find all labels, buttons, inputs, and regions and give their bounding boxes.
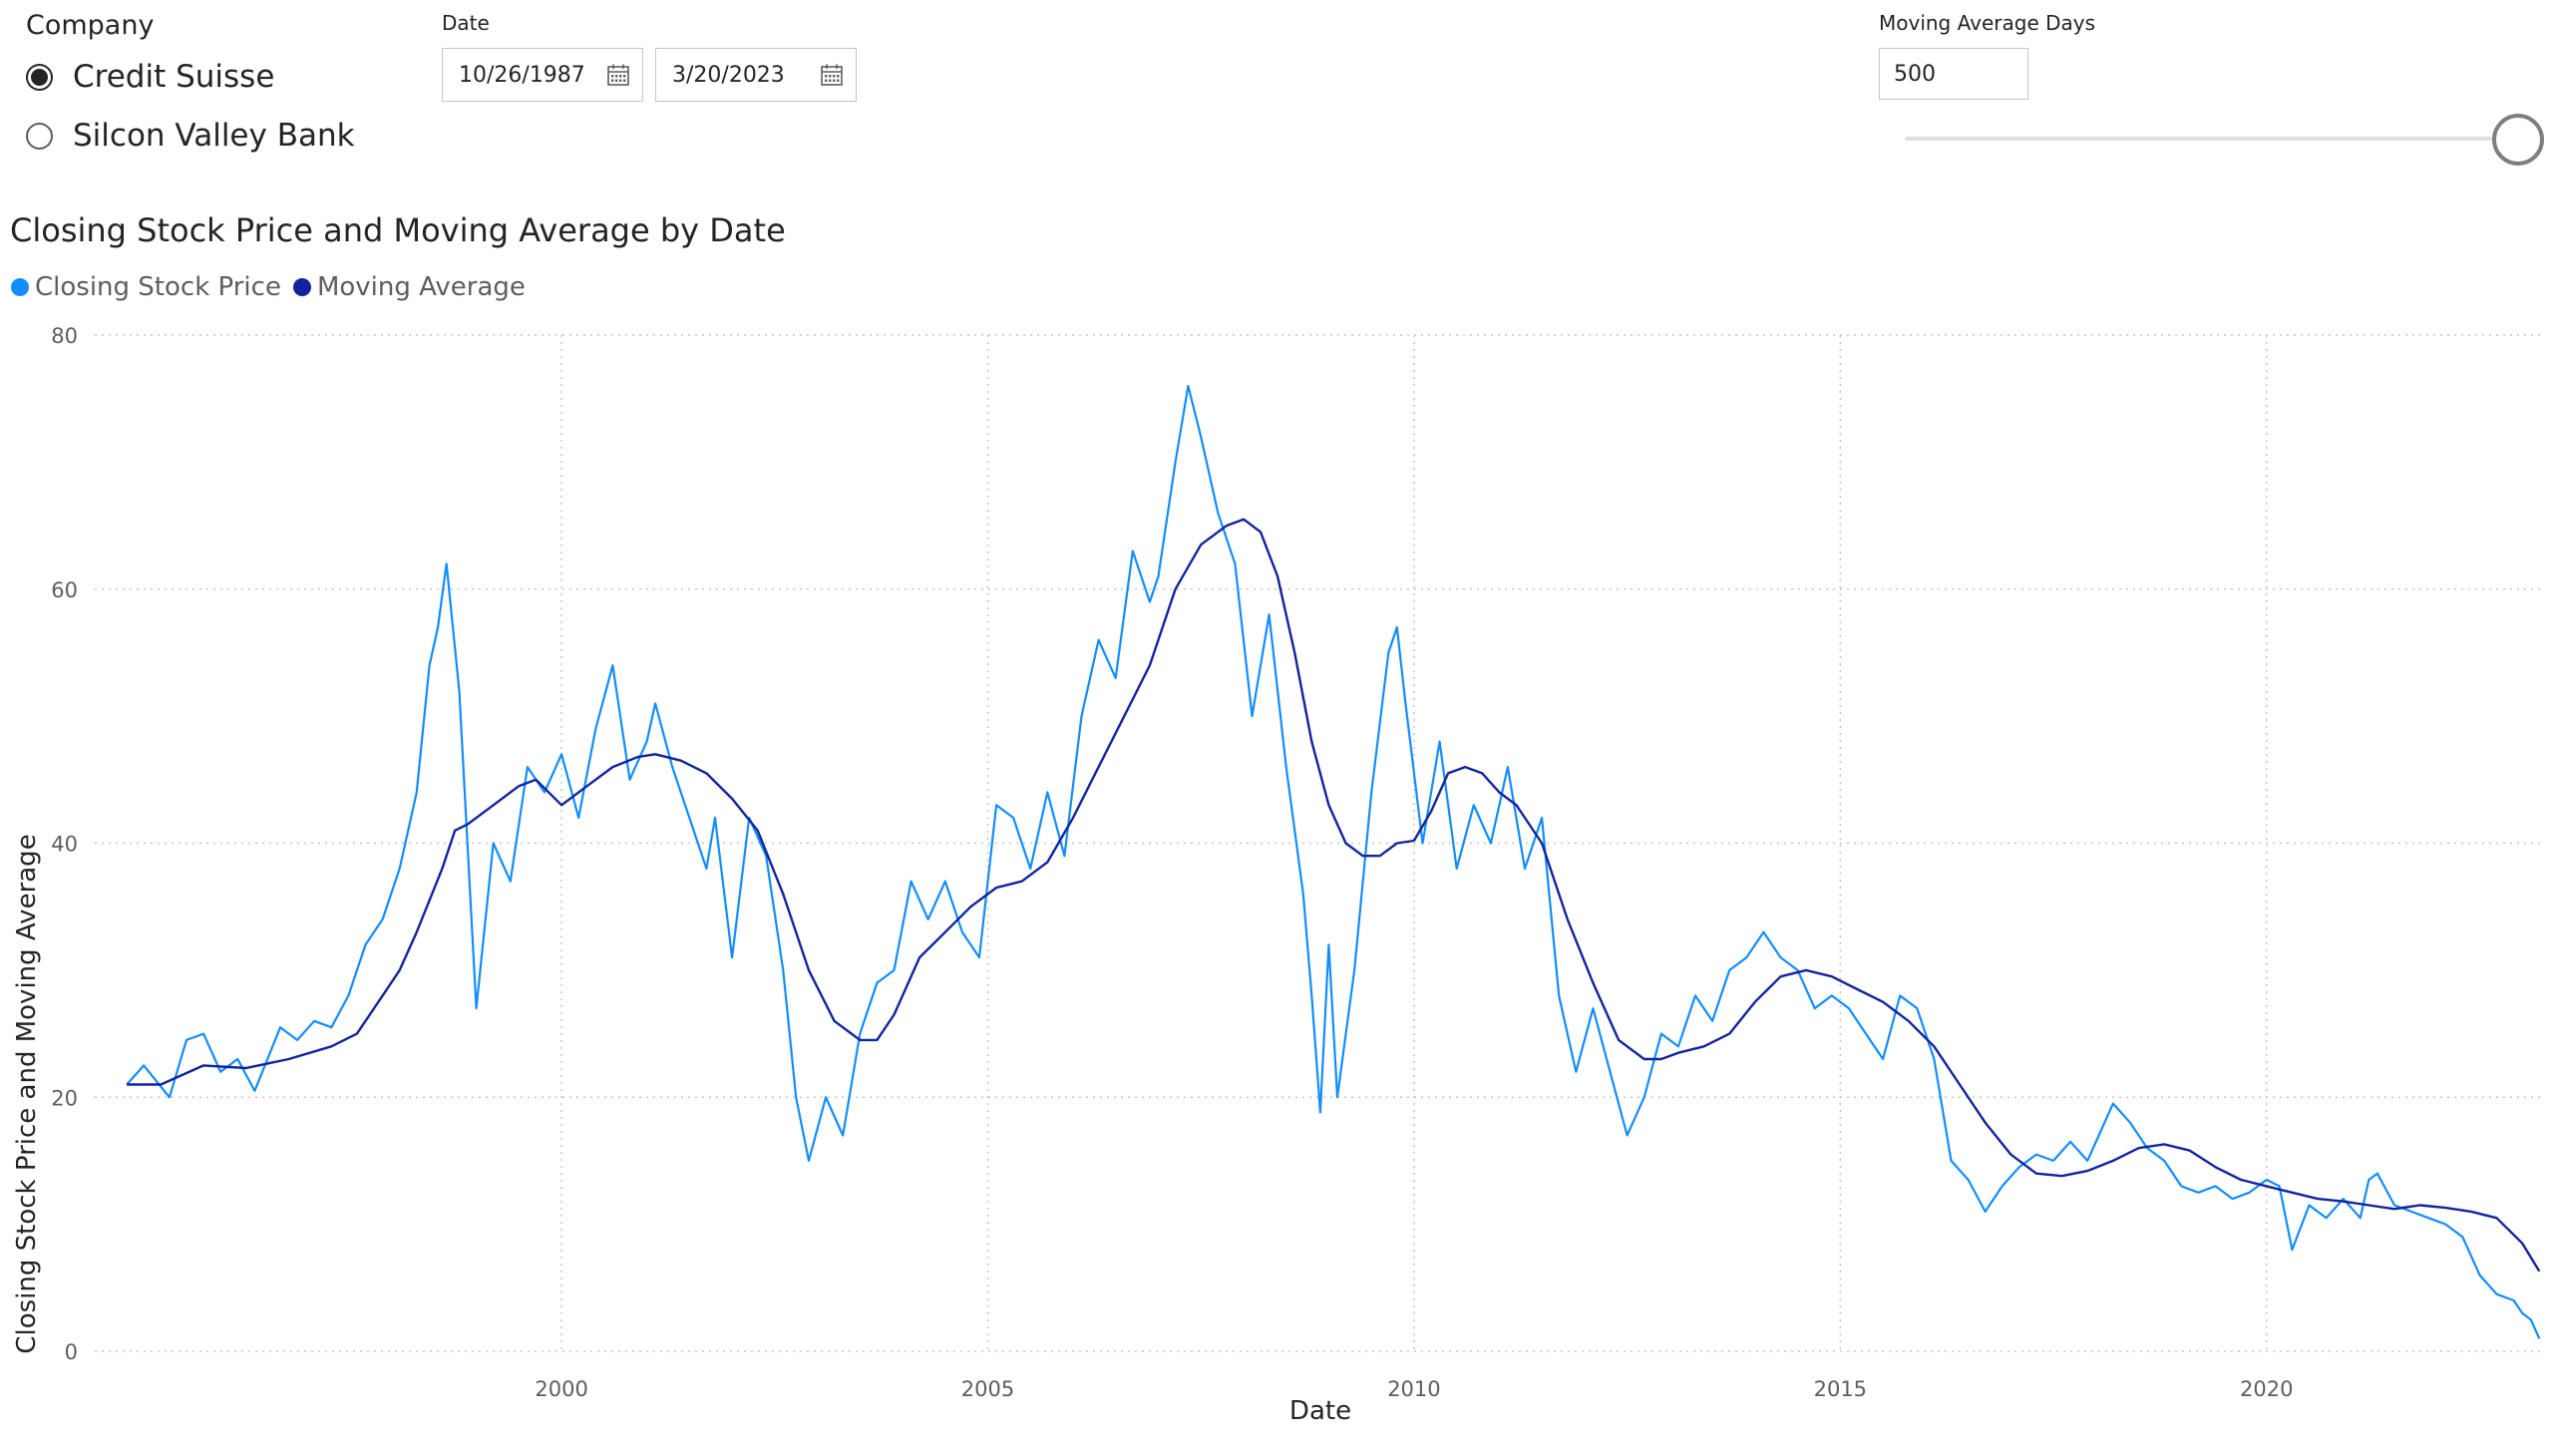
company-option-label: Credit Suisse	[73, 59, 275, 95]
x-tick-label: 2020	[2240, 1377, 2293, 1401]
chart-title: Closing Stock Price and Moving Average b…	[10, 211, 786, 249]
moving-average-slider-handle[interactable]	[2492, 114, 2544, 166]
x-tick-label: 2010	[1387, 1377, 1440, 1401]
x-tick-label: 2000	[535, 1377, 587, 1401]
x-axis-label: Date	[1289, 1396, 1351, 1426]
start-date-field[interactable]: 10/26/1987	[442, 48, 643, 102]
moving-average-slicer-title: Moving Average Days	[1879, 11, 2096, 35]
y-tick-label: 60	[51, 578, 78, 602]
moving-average-days-input[interactable]	[1879, 48, 2028, 100]
legend-item-closing-price[interactable]: Closing Stock Price	[11, 272, 281, 302]
company-slicer-title: Company	[26, 10, 155, 41]
end-date-field[interactable]: 3/20/2023	[655, 48, 857, 102]
end-date-value: 3/20/2023	[672, 62, 785, 88]
company-option-credit-suisse[interactable]: Credit Suisse	[26, 57, 274, 97]
line-chart: 0 20 40 60 80 2000 2005 2010 2015 2020 Date Closi…	[12, 324, 2541, 1426]
company-option-label: Silcon Valley Bank	[73, 118, 355, 154]
legend-item-moving-average[interactable]: Moving Average	[292, 272, 526, 302]
calendar-icon[interactable]	[820, 63, 844, 87]
legend-marker-moving-average	[292, 278, 311, 296]
series-line-moving-average[interactable]	[127, 518, 2541, 1273]
series-line-closing-stock-price[interactable]	[126, 384, 2541, 1339]
company-option-silicon-valley-bank[interactable]: Silcon Valley Bank	[26, 116, 355, 156]
radio-unselected-icon[interactable]	[26, 122, 53, 150]
y-tick-label: 80	[51, 324, 78, 348]
moving-average-slider-track[interactable]	[1905, 137, 2503, 141]
date-slicer-title: Date	[442, 11, 490, 35]
y-tick-label: 40	[51, 833, 78, 857]
y-tick-label: 0	[65, 1340, 78, 1364]
y-axis-label: Closing Stock Price and Moving Average	[12, 834, 42, 1353]
legend-marker-closing-price	[11, 278, 29, 296]
y-tick-label: 20	[51, 1086, 78, 1110]
x-tick-label: 2015	[1814, 1377, 1867, 1401]
chart-legend: Closing Stock Price Moving Average	[11, 272, 538, 302]
start-date-value: 10/26/1987	[459, 62, 585, 88]
legend-label: Closing Stock Price	[35, 272, 281, 302]
x-tick-label: 2005	[961, 1377, 1014, 1401]
calendar-icon[interactable]	[606, 63, 630, 87]
legend-label: Moving Average	[316, 272, 526, 302]
radio-selected-icon[interactable]	[26, 63, 53, 91]
